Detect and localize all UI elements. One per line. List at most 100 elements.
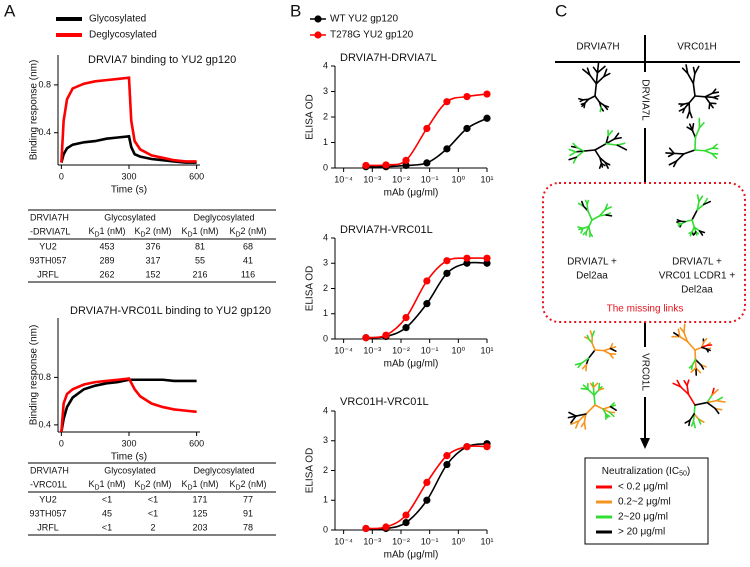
tree-branch <box>577 413 587 422</box>
table-cell: <1 <box>148 494 158 504</box>
variant-label: VRC01 LCDR1 + <box>659 271 736 282</box>
x-tick-label: 300 <box>121 171 136 181</box>
tree-branch <box>603 104 609 111</box>
tree-branch <box>676 219 682 223</box>
x-axis-label: mAb (μg/ml) <box>384 359 439 370</box>
y-tick-label: 2 <box>323 111 328 121</box>
table-cell: 216 <box>192 269 207 279</box>
tree-branch <box>596 62 600 74</box>
tree-branch <box>672 382 682 388</box>
table-column-header: KD1 (nM) <box>181 226 218 238</box>
tree-branch <box>694 346 703 351</box>
tree-branch <box>678 107 686 112</box>
tree-branch <box>694 126 701 139</box>
header-subscript: D <box>187 484 192 491</box>
tree-branch <box>608 352 614 359</box>
tree-branch <box>594 95 601 103</box>
tree-branch <box>575 420 580 429</box>
tree-branch <box>568 148 577 153</box>
legend-label: Glycosylated <box>89 14 146 25</box>
x-tick-label: 10⁻⁴ <box>334 174 353 184</box>
table-column-header: KD1 (nM) <box>88 479 125 491</box>
tree-branch <box>705 348 709 353</box>
header-subscript: D <box>94 231 99 238</box>
y-axis-label: ELISA OD <box>305 94 316 140</box>
data-point <box>483 90 491 98</box>
tree-branch <box>684 219 693 223</box>
data-point <box>423 277 431 285</box>
table-column-header: KD2 (nM) <box>134 479 171 491</box>
tree-branch <box>678 335 689 343</box>
tree-branch <box>598 387 605 391</box>
table-row-label: 93TH057 <box>29 508 66 518</box>
data-point <box>423 496 431 504</box>
table-row-label: 93TH057 <box>29 255 66 265</box>
tree-branch <box>686 384 690 395</box>
tree-branch <box>693 231 697 236</box>
missing-links-box <box>542 182 746 323</box>
tree-branch <box>691 358 697 366</box>
table-column-header: KD2 (nM) <box>134 226 171 238</box>
tree-branch <box>704 95 711 104</box>
data-point <box>483 114 491 122</box>
y-axis-label: ELISA OD <box>305 266 316 312</box>
tree-branch <box>704 95 714 99</box>
tree-branch <box>697 418 702 425</box>
y-tick-label: 1 <box>323 308 328 318</box>
series-line <box>60 134 197 164</box>
table-column-header: KD2 (nM) <box>229 479 266 491</box>
tree-branch <box>692 82 696 97</box>
header-text: 1 (nM) <box>100 479 126 489</box>
legend-label: T278G YU2 gp120 <box>330 30 414 41</box>
table-cell: 116 <box>241 269 255 279</box>
x-axis-label: Time (s) <box>111 452 147 463</box>
legend-label: 2~20 μg/ml <box>618 512 668 523</box>
tree-branch <box>591 214 601 221</box>
y-tick-label: 0.4 <box>38 127 51 137</box>
data-point <box>443 452 451 460</box>
data-point <box>443 257 451 265</box>
table-cell: 45 <box>102 508 112 518</box>
x-tick-label: 10⁻² <box>392 174 410 184</box>
table-cell: 55 <box>195 255 205 265</box>
tree-branch <box>689 413 695 421</box>
tree-branch <box>602 347 612 352</box>
table-cell: <1 <box>148 508 158 518</box>
header-text: 1 (nM) <box>100 226 126 236</box>
legend-title-text: ) <box>687 466 690 477</box>
table-cell: 289 <box>99 255 114 265</box>
panel-label: A <box>4 1 16 20</box>
series-line <box>60 378 197 433</box>
tree-branch <box>686 379 690 387</box>
series-line <box>60 76 197 163</box>
table-column-header: KD1 (nM) <box>88 226 125 238</box>
header-text: 2 (nM) <box>241 479 267 489</box>
y-tick-label: 2 <box>323 465 328 475</box>
tree-branch <box>598 214 607 217</box>
tree-branch <box>693 404 696 415</box>
tree-branch <box>582 225 590 230</box>
table-group: Glycosylated <box>104 465 156 475</box>
table-cell: 41 <box>243 255 253 265</box>
tree-branch <box>607 130 614 137</box>
data-point <box>362 161 370 170</box>
y-axis-label: Binding response (nm) <box>29 60 40 161</box>
tree-branch <box>698 122 705 129</box>
tree-branch <box>683 149 696 155</box>
y-tick-label: 0.8 <box>38 372 51 382</box>
header-text: K <box>88 479 94 489</box>
tree-branch <box>591 342 596 351</box>
series-line <box>365 442 488 530</box>
variant-label: DRVIA7L + <box>672 257 722 268</box>
tree-branch <box>692 72 696 85</box>
y-tick-label: 1 <box>323 137 328 147</box>
tree-branch <box>682 102 690 105</box>
heavy-chain-label: DRVIA7H <box>576 42 619 53</box>
tree-branch <box>690 367 697 373</box>
tree-branch <box>686 72 695 85</box>
header-text: K <box>134 226 140 236</box>
x-tick-label: 10⁻⁴ <box>334 536 353 546</box>
table-corner: DRVIA7H <box>30 465 69 475</box>
y-tick-label: 1 <box>323 495 328 505</box>
table-row-label: JRFL <box>37 522 59 532</box>
